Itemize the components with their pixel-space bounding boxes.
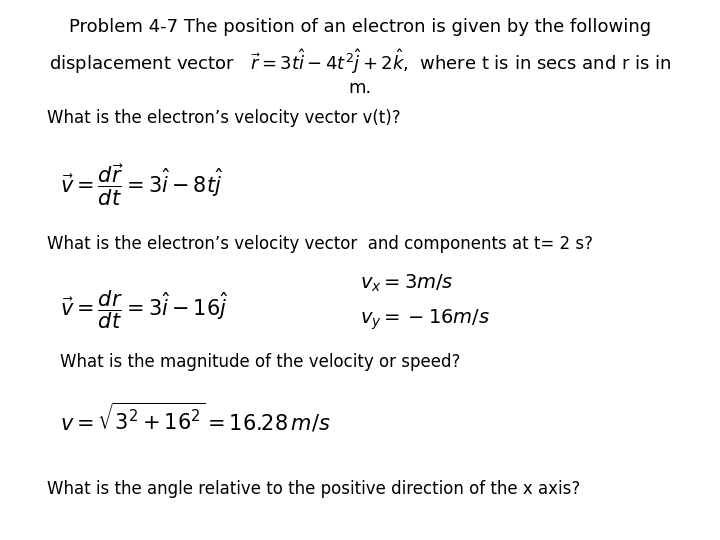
Text: $\vec{v} = \dfrac{d\vec{r}}{dt} = 3\hat{i} - 8t\hat{j}$: $\vec{v} = \dfrac{d\vec{r}}{dt} = 3\hat{… bbox=[60, 163, 222, 208]
Text: $\vec{v} = \dfrac{dr}{dt} = 3\hat{i} - 16\hat{j}$: $\vec{v} = \dfrac{dr}{dt} = 3\hat{i} - 1… bbox=[60, 289, 228, 332]
Text: What is the angle relative to the positive direction of the x axis?: What is the angle relative to the positi… bbox=[47, 480, 580, 497]
Text: What is the electron’s velocity vector  and components at t= 2 s?: What is the electron’s velocity vector a… bbox=[47, 235, 593, 253]
Text: What is the electron’s velocity vector v(t)?: What is the electron’s velocity vector v… bbox=[47, 109, 400, 127]
Text: What is the magnitude of the velocity or speed?: What is the magnitude of the velocity or… bbox=[60, 353, 460, 372]
Text: $v_x = 3m/s$: $v_x = 3m/s$ bbox=[360, 273, 454, 294]
Text: $v_y = -16m/s$: $v_y = -16m/s$ bbox=[360, 308, 490, 332]
Text: $v = \sqrt{3^2 + 16^2} = 16.28\, m/s$: $v = \sqrt{3^2 + 16^2} = 16.28\, m/s$ bbox=[60, 402, 330, 435]
Text: m.: m. bbox=[348, 79, 372, 97]
Text: displacement vector   $\vec{r} = 3t\hat{i} - 4t^2\hat{j} + 2\hat{k}$,  where t i: displacement vector $\vec{r} = 3t\hat{i}… bbox=[49, 47, 671, 76]
Text: Problem 4-7 The position of an electron is given by the following: Problem 4-7 The position of an electron … bbox=[69, 17, 651, 36]
